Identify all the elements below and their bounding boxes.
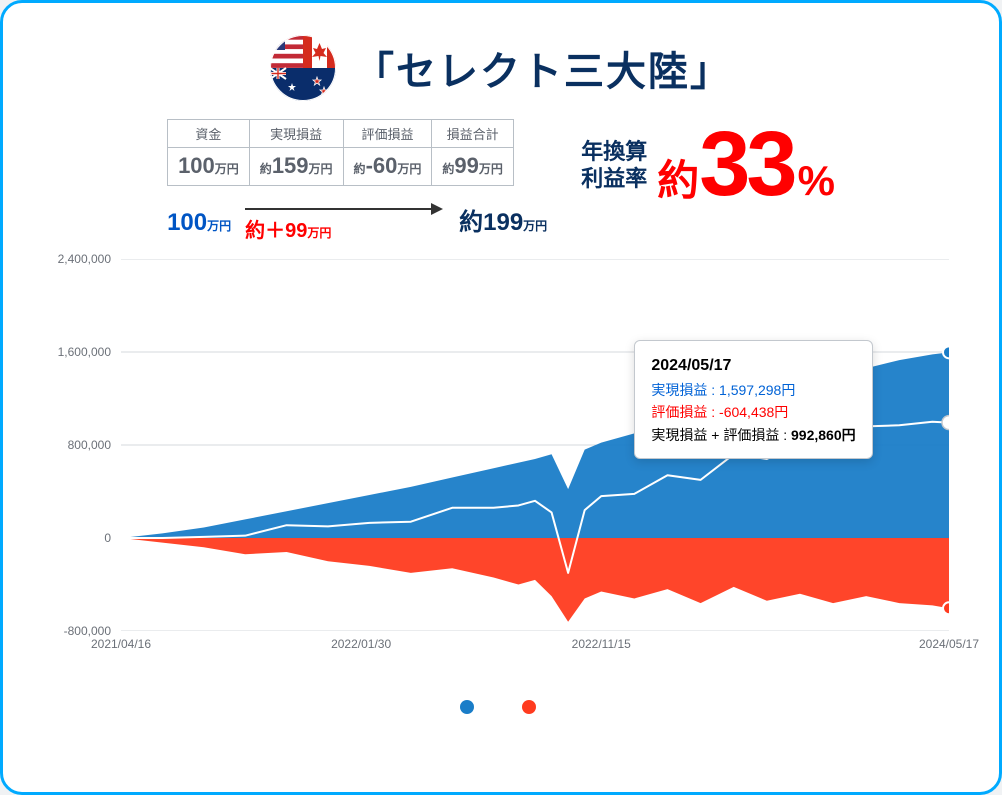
capital-flow: 100万円 約＋99万円 約199万円 <box>167 194 547 237</box>
flow-end-value: 約199万円 <box>459 202 547 237</box>
summary-value-cell: 約-60万円 <box>343 148 432 186</box>
summary-value-cell: 100万円 <box>168 148 250 186</box>
summary-header-cell: 評価損益 <box>343 120 432 148</box>
globe-flags-icon <box>270 35 336 101</box>
y-tick-label: 800,000 <box>47 438 111 452</box>
y-tick-label: -800,000 <box>47 624 111 638</box>
y-tick-label: 2,400,000 <box>47 252 111 266</box>
summary-row: 資金実現損益評価損益損益合計 100万円約159万円約-60万円約99万円 10… <box>45 119 957 237</box>
tooltip-sum-row: 実現損益 + 評価損益 : 992,860円 <box>651 424 855 446</box>
x-tick-label: 2021/04/16 <box>91 637 151 681</box>
card-frame: 「セレクト三大陸」 資金実現損益評価損益損益合計 100万円約159万円約-60… <box>0 0 1002 795</box>
annual-rate-value: 約 33 % <box>657 123 835 208</box>
tooltip-blue-row: 実現損益 : 1,597,298円 <box>651 379 855 401</box>
chart-tooltip: 2024/05/17 実現損益 : 1,597,298円 評価損益 : -604… <box>634 340 872 459</box>
summary-header-cell: 損益合計 <box>432 120 514 148</box>
annual-rate-block: 年換算 利益率 約 33 % <box>581 123 835 208</box>
header: 「セレクト三大陸」 <box>41 35 961 101</box>
y-tick-label: 1,600,000 <box>47 345 111 359</box>
chart-container: 2024/05/17 実現損益 : 1,597,298円 評価損益 : -604… <box>47 259 955 679</box>
summary-header-cell: 資金 <box>168 120 250 148</box>
annual-rate-label: 年換算 利益率 <box>581 139 647 192</box>
tooltip-date: 2024/05/17 <box>651 353 855 379</box>
tooltip-red-row: 評価損益 : -604,438円 <box>651 401 855 423</box>
chart-legend <box>41 699 961 717</box>
x-tick-label: 2022/11/15 <box>572 637 631 681</box>
summary-table: 資金実現損益評価損益損益合計 100万円約159万円約-60万円約99万円 <box>167 119 514 186</box>
x-tick-label: 2022/01/30 <box>331 637 391 681</box>
summary-left: 資金実現損益評価損益損益合計 100万円約159万円約-60万円約99万円 10… <box>167 119 547 237</box>
legend-dot-icon <box>522 700 536 714</box>
x-tick-label: 2024/05/17 <box>919 637 979 681</box>
summary-value-cell: 約159万円 <box>249 148 343 186</box>
product-title: 「セレクト三大陸」 <box>354 39 732 97</box>
y-tick-label: 0 <box>47 531 111 545</box>
flow-delta-label: 約＋99万円 <box>245 214 331 243</box>
flow-start-value: 100万円 <box>167 209 231 237</box>
legend-dot-icon <box>460 700 474 714</box>
legend-item <box>460 699 480 717</box>
legend-item <box>522 699 542 717</box>
flow-arrow: 約＋99万円 <box>245 194 445 230</box>
summary-value-cell: 約99万円 <box>432 148 514 186</box>
summary-header-cell: 実現損益 <box>249 120 343 148</box>
